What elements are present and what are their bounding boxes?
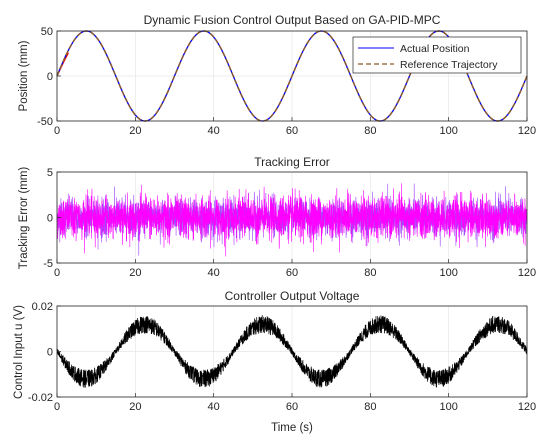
error-y-ticks: -5 0 5 (43, 167, 61, 270)
x-tick-label: 60 (286, 267, 298, 279)
x-tick-label: 100 (439, 125, 457, 137)
x-tick-label: 60 (286, 401, 298, 413)
legend-reference-label: Reference Trajectory (400, 59, 498, 71)
error-title: Tracking Error (254, 155, 330, 169)
error-panel: Tracking Error 0 20 40 60 80 100 120 -505 Trac… (18, 155, 536, 279)
error-plot-area (56, 183, 528, 257)
voltage-xlabel: Time (s) (271, 422, 313, 434)
position-ylabel: Position (mm) (18, 40, 30, 111)
legend-actual-label: Actual Position (400, 43, 470, 55)
y-tick-label: 5 (47, 167, 53, 179)
x-tick-label: 40 (208, 267, 220, 279)
position-legend: Actual Position Reference Trajectory (352, 36, 522, 74)
legend-box (352, 36, 522, 74)
x-tick-label: 120 (518, 125, 536, 137)
voltage-title: Controller Output Voltage (225, 289, 360, 303)
x-tick-label: 0 (54, 125, 60, 137)
series-reference-trajectory (56, 30, 528, 122)
x-tick-label: 20 (129, 125, 141, 137)
x-tick-label: 0 (54, 401, 60, 413)
x-tick-label: 120 (518, 267, 536, 279)
x-tick-label: 20 (129, 401, 141, 413)
error-x-ticks: 0 20 40 60 80 100 120 (54, 259, 536, 279)
x-tick-label: 100 (439, 267, 457, 279)
error-ylabel: Tracking Error (mm) (18, 167, 30, 270)
x-tick-label: 80 (364, 125, 376, 137)
y-tick-label: 0.02 (32, 301, 53, 313)
voltage-x-ticks: 0 20 40 60 80 100 120 (54, 393, 536, 413)
x-tick-label: 80 (364, 267, 376, 279)
position-panel: Dynamic Fusion Control Output Based on G… (18, 13, 536, 137)
y-tick-label: -5 (43, 258, 53, 270)
y-tick-label: 0 (47, 71, 53, 83)
series-tracking-error (56, 183, 528, 257)
voltage-plot-area (56, 315, 528, 388)
y-tick-label: 0 (47, 347, 53, 359)
x-tick-label: 0 (54, 267, 60, 279)
x-tick-label: 40 (208, 125, 220, 137)
position-title: Dynamic Fusion Control Output Based on G… (144, 13, 441, 27)
y-tick-label: 50 (41, 26, 53, 38)
x-tick-label: 20 (129, 267, 141, 279)
x-tick-label: 40 (208, 401, 220, 413)
position-x-ticks: 0 20 40 60 80 100 120 (54, 117, 536, 137)
x-tick-label: 60 (286, 125, 298, 137)
voltage-y-ticks: -0.02 0 0.02 (28, 301, 61, 404)
voltage-ylabel: Control Input u (V) (13, 305, 25, 399)
series-control-input (56, 315, 528, 388)
x-tick-label: 100 (439, 401, 457, 413)
y-tick-label: 0 (47, 213, 53, 225)
x-tick-label: 80 (364, 401, 376, 413)
y-tick-label: -0.02 (28, 392, 53, 404)
voltage-panel: Controller Output Voltage 0 20 40 60 80 100 12… (13, 289, 536, 434)
position-y-ticks: -50 0 50 (37, 26, 61, 128)
x-tick-label: 120 (518, 401, 536, 413)
y-tick-label: -50 (37, 116, 53, 128)
